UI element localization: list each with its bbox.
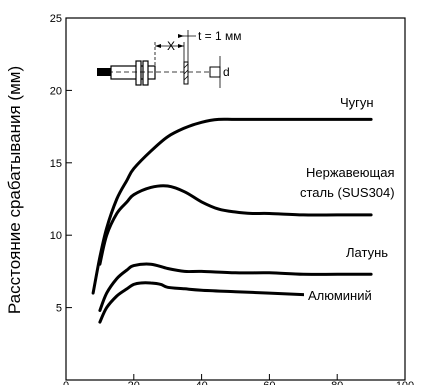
series-label-latun: Латунь xyxy=(346,245,388,260)
target-hatch-3 xyxy=(183,75,189,81)
thickness-label: t = 1 мм xyxy=(198,29,242,43)
series-lines xyxy=(91,117,373,324)
x-tick-label: 60 xyxy=(263,380,275,385)
sensor-nut-1 xyxy=(135,60,142,86)
series-line-3 xyxy=(98,281,373,324)
y-tick-label: 25 xyxy=(50,13,62,25)
d-dimension-label: d xyxy=(223,65,230,79)
series-line-1 xyxy=(98,184,373,266)
x-dimension-label: X xyxy=(167,39,175,53)
aluminium-label-bg xyxy=(304,287,392,305)
x-tick-label: 100 xyxy=(396,380,414,385)
series-label-chugun: Чугун xyxy=(340,95,374,110)
x-tick-label: 0 xyxy=(63,380,69,385)
target-hatch-1 xyxy=(183,63,189,69)
y-tick-label: 20 xyxy=(50,85,62,97)
series-line-2 xyxy=(98,262,373,312)
ticks: 5 10 15 20 25 0 20 40 60 80 100 xyxy=(50,13,414,385)
target-hatch-2 xyxy=(183,69,189,75)
target-plate xyxy=(183,61,189,85)
series-label-aluminiy: Алюминий xyxy=(308,288,372,303)
plot-frame xyxy=(65,17,406,381)
x-tick-label: 40 xyxy=(195,380,207,385)
sensor-inset: X t = 1 мм d xyxy=(97,29,242,88)
y-tick-label: 5 xyxy=(56,303,62,315)
series-line-0 xyxy=(91,117,373,295)
series-label-stainless-2: сталь (SUS304) xyxy=(300,185,395,200)
x-arrow-right xyxy=(178,44,184,48)
x-tick-label: 80 xyxy=(331,380,343,385)
target-square xyxy=(209,66,221,78)
sensor-nut-2 xyxy=(142,60,149,86)
y-axis-title: Расстояние срабатывания (мм) xyxy=(5,66,24,314)
series-label-stainless: Нержавеющая xyxy=(306,165,394,180)
t-arrow-head xyxy=(178,34,184,38)
x-arrow-left xyxy=(155,44,161,48)
y-tick-label: 10 xyxy=(50,230,62,242)
x-tick-label: 20 xyxy=(128,380,140,385)
y-tick-label: 15 xyxy=(50,158,62,170)
